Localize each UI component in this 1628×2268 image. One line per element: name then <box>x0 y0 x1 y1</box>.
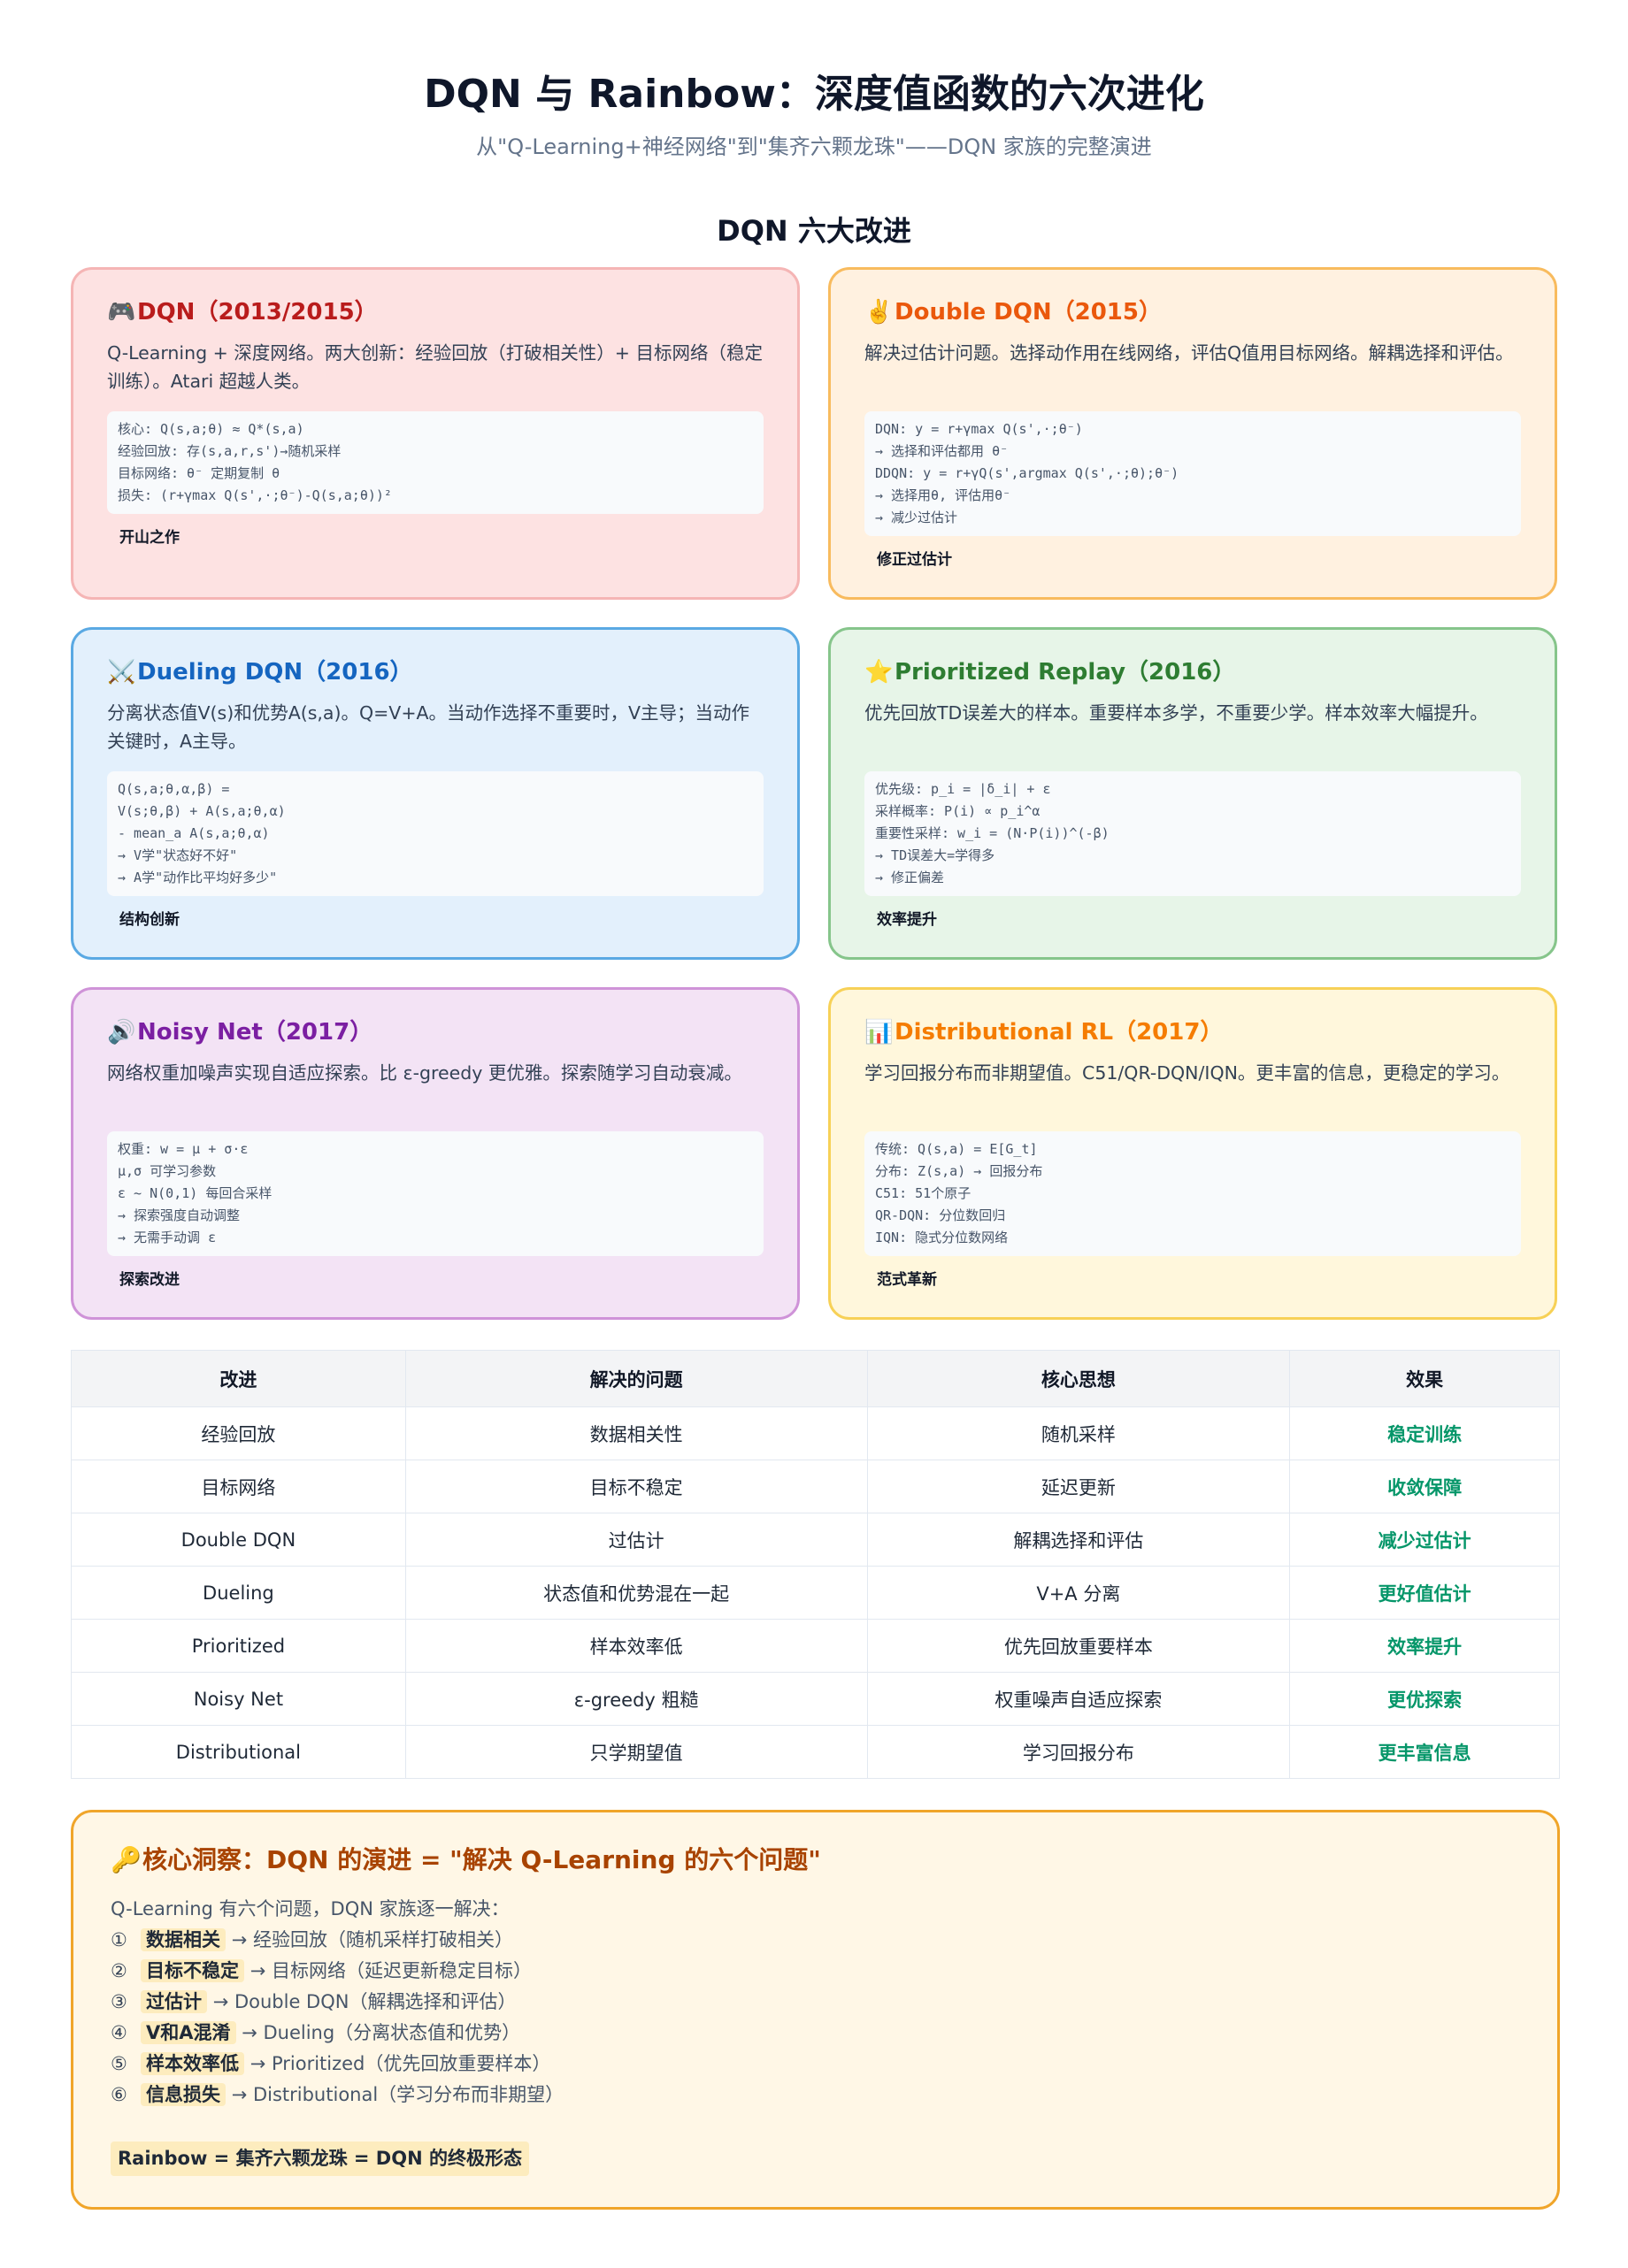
card-noisy-net: 🔊Noisy Net（2017） 网络权重加噪声实现自适应探索。比 ε-gree… <box>71 987 800 1320</box>
table-cell: Dueling <box>71 1566 406 1620</box>
table-header: 改进 <box>71 1350 406 1407</box>
card-tag: 开山之作 <box>119 529 180 547</box>
code-block: DQN: y = r+γmax Q(s',·;θ⁻) → 选择和评估都用 θ⁻ … <box>864 411 1521 536</box>
insight-item: ⑤ 样本效率低 → Prioritized（优先回放重要样本） <box>111 2052 551 2075</box>
code-block: 核心: Q(s,a;θ) ≈ Q*(s,a) 经验回放: 存(s,a,r,s')… <box>107 411 764 514</box>
insight-box: 🔑核心洞察：DQN 的演进 = "解决 Q-Learning 的六个问题" Q-… <box>71 1810 1560 2210</box>
table-cell: 经验回放 <box>71 1406 406 1460</box>
card-distributional-rl: 📊Distributional RL（2017） 学习回报分布而非期望值。C51… <box>828 987 1557 1320</box>
table-cell: Noisy Net <box>71 1672 406 1726</box>
card-title: 📊Distributional RL（2017） <box>864 1016 1521 1048</box>
problem-highlight: 过估计 <box>141 1990 207 2013</box>
victory-hand-icon: ✌️ <box>864 299 894 326</box>
card-description: 网络权重加噪声实现自适应探索。比 ε-greedy 更优雅。探索随学习自动衰减。 <box>107 1062 742 1084</box>
bar-chart-icon: 📊 <box>864 1019 894 1046</box>
card-double-dqn: ✌️Double DQN（2015） 解决过估计问题。选择动作用在线网络，评估Q… <box>828 267 1557 600</box>
insight-item: ③ 过估计 → Double DQN（解耦选择和评估） <box>111 1990 517 2013</box>
card-title: 🔊Noisy Net（2017） <box>107 1016 764 1048</box>
code-block: Q(s,a;θ,α,β) = V(s;θ,β) + A(s,a;θ,α) - m… <box>107 771 764 896</box>
insight-intro: Q-Learning 有六个问题，DQN 家族逐一解决： <box>111 1898 510 1919</box>
card-tag: 修正过估计 <box>877 551 952 569</box>
table-row: Double DQN 过估计 解耦选择和评估 减少过估计 <box>71 1513 1560 1567</box>
comparison-table: 改进 解决的问题 核心思想 效果 经验回放 数据相关性 随机采样 稳定训练 目标… <box>71 1350 1560 1779</box>
card-tag: 效率提升 <box>877 911 937 929</box>
table-cell: Distributional <box>71 1725 406 1779</box>
table-cell: 优先回放重要样本 <box>866 1619 1291 1673</box>
insight-item: ① 数据相关 → 经验回放（随机采样打破相关） <box>111 1928 513 1951</box>
table-cell: 随机采样 <box>866 1406 1291 1460</box>
game-controller-icon: 🎮 <box>107 299 136 326</box>
card-description: Q-Learning + 深度网络。两大创新：经验回放（打破相关性）+ 目标网络… <box>107 342 764 392</box>
page-subtitle: 从"Q-Learning+神经网络"到"集齐六颗龙珠"——DQN 家族的完整演进 <box>476 134 1152 159</box>
card-dqn: 🎮DQN（2013/2015） Q-Learning + 深度网络。两大创新：经… <box>71 267 800 600</box>
table-cell: 延迟更新 <box>866 1460 1291 1513</box>
table-row: 目标网络 目标不稳定 延迟更新 收敛保障 <box>71 1460 1560 1513</box>
card-description: 优先回放TD误差大的样本。重要样本多学，不重要少学。样本效率大幅提升。 <box>864 702 1488 724</box>
table-cell-effect: 更优探索 <box>1289 1672 1560 1726</box>
code-block: 优先级: p_i = |δ_i| + ε 采样概率: P(i) ∝ p_i^α … <box>864 771 1521 896</box>
section-title: DQN 六大改进 <box>717 214 911 248</box>
table-cell: 只学期望值 <box>404 1725 868 1779</box>
code-block: 权重: w = μ + σ·ε μ,σ 可学习参数 ε ~ N(0,1) 每回合… <box>107 1131 764 1256</box>
table-cell: Double DQN <box>71 1513 406 1567</box>
table-cell: 目标不稳定 <box>404 1460 868 1513</box>
speaker-icon: 🔊 <box>107 1019 136 1046</box>
table-header: 效果 <box>1289 1350 1560 1407</box>
table-header: 核心思想 <box>866 1350 1291 1407</box>
card-title: ✌️Double DQN（2015） <box>864 296 1521 328</box>
table-cell-effect: 稳定训练 <box>1289 1406 1560 1460</box>
star-icon: ⭐ <box>864 659 894 686</box>
table-cell: 解耦选择和评估 <box>866 1513 1291 1567</box>
insight-item: ④ V和A混淆 → Dueling（分离状态值和优势） <box>111 2021 521 2044</box>
insight-body: Q-Learning 有六个问题，DQN 家族逐一解决： ① 数据相关 → 经验回… <box>111 1894 1520 2176</box>
card-tag: 结构创新 <box>119 911 180 929</box>
table-cell: Prioritized <box>71 1619 406 1673</box>
problem-highlight: V和A混淆 <box>141 2021 236 2044</box>
card-dueling-dqn: ⚔️Dueling DQN（2016） 分离状态值V(s)和优势A(s,a)。Q… <box>71 627 800 960</box>
table-cell: 样本效率低 <box>404 1619 868 1673</box>
card-description: 学习回报分布而非期望值。C51/QR-DQN/IQN。更丰富的信息，更稳定的学习… <box>864 1062 1510 1084</box>
table-row: Noisy Net ε-greedy 粗糙 权重噪声自适应探索 更优探索 <box>71 1672 1560 1726</box>
table-cell-effect: 收敛保障 <box>1289 1460 1560 1513</box>
table-cell: 目标网络 <box>71 1460 406 1513</box>
table-row: Dueling 状态值和优势混在一起 V+A 分离 更好值估计 <box>71 1566 1560 1620</box>
table-header-row: 改进 解决的问题 核心思想 效果 <box>71 1350 1560 1407</box>
table-cell: 学习回报分布 <box>866 1725 1291 1779</box>
card-description: 分离状态值V(s)和优势A(s,a)。Q=V+A。当动作选择不重要时，V主导；当… <box>107 702 750 752</box>
problem-highlight: 数据相关 <box>141 1928 226 1951</box>
card-description: 解决过估计问题。选择动作用在线网络，评估Q值用目标网络。解耦选择和评估。 <box>864 342 1514 364</box>
code-block: 传统: Q(s,a) = E[G_t] 分布: Z(s,a) → 回报分布 C5… <box>864 1131 1521 1256</box>
table-header: 解决的问题 <box>404 1350 868 1407</box>
table-cell: 过估计 <box>404 1513 868 1567</box>
table-cell: V+A 分离 <box>866 1566 1291 1620</box>
insight-item: ⑥ 信息损失 → Distributional（学习分布而非期望） <box>111 2083 564 2106</box>
table-cell: 权重噪声自适应探索 <box>866 1672 1291 1726</box>
table-cell-effect: 更好值估计 <box>1289 1566 1560 1620</box>
insight-item: ② 目标不稳定 → 目标网络（延迟更新稳定目标） <box>111 1959 532 1982</box>
table-row: Prioritized 样本效率低 优先回放重要样本 效率提升 <box>71 1619 1560 1673</box>
card-title: ⚔️Dueling DQN（2016） <box>107 656 764 688</box>
table-cell: ε-greedy 粗糙 <box>404 1672 868 1726</box>
insight-title: 🔑核心洞察：DQN 的演进 = "解决 Q-Learning 的六个问题" <box>111 1843 1520 1878</box>
card-tag: 范式革新 <box>877 1271 937 1289</box>
card-tag: 探索改进 <box>119 1271 180 1289</box>
key-icon: 🔑 <box>111 1845 142 1874</box>
problem-highlight: 样本效率低 <box>141 2052 244 2075</box>
card-title: ⭐Prioritized Replay（2016） <box>864 656 1521 688</box>
page-title: DQN 与 Rainbow：深度值函数的六次进化 <box>424 72 1204 117</box>
table-cell: 状态值和优势混在一起 <box>404 1566 868 1620</box>
table-row: Distributional 只学期望值 学习回报分布 更丰富信息 <box>71 1725 1560 1779</box>
table-cell-effect: 更丰富信息 <box>1289 1725 1560 1779</box>
table-cell: 数据相关性 <box>404 1406 868 1460</box>
table-row: 经验回放 数据相关性 随机采样 稳定训练 <box>71 1406 1560 1460</box>
insight-conclusion: Rainbow = 集齐六颗龙珠 = DQN 的终极形态 <box>111 2142 529 2176</box>
table-cell-effect: 减少过估计 <box>1289 1513 1560 1567</box>
crossed-swords-icon: ⚔️ <box>107 659 136 686</box>
problem-highlight: 目标不稳定 <box>141 1959 244 1982</box>
card-prioritized-replay: ⭐Prioritized Replay（2016） 优先回放TD误差大的样本。重… <box>828 627 1557 960</box>
table-cell-effect: 效率提升 <box>1289 1619 1560 1673</box>
problem-highlight: 信息损失 <box>141 2083 226 2106</box>
card-title: 🎮DQN（2013/2015） <box>107 296 764 328</box>
